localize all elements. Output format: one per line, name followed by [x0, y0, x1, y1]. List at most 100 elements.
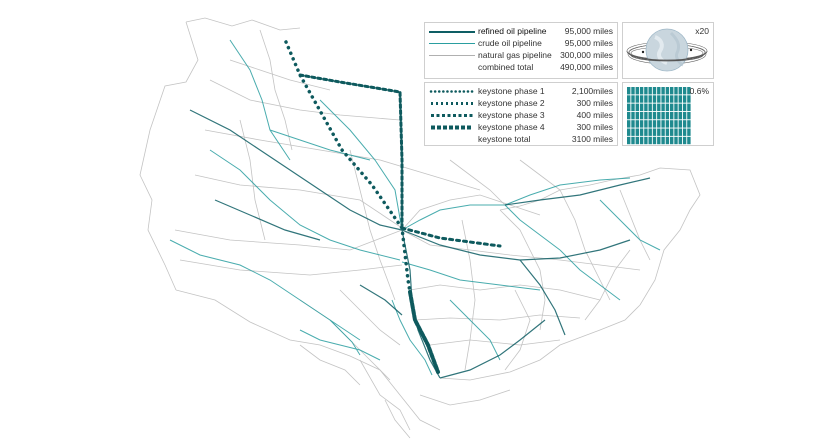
- grid-cell: [631, 111, 635, 120]
- grid-cell: [631, 136, 635, 145]
- grid-cell: [674, 128, 678, 136]
- grid-cell: [639, 111, 644, 120]
- grid-cell: [661, 95, 665, 103]
- grid-cell: [670, 103, 674, 111]
- grid-cell: [648, 103, 652, 111]
- grid-cell: [648, 120, 652, 128]
- grid-cell: [644, 95, 648, 103]
- legend-row-combined: combined total 490,000 miles: [425, 62, 617, 73]
- grid-cell: [682, 87, 687, 95]
- legend-row-crude: crude oil pipeline 95,000 miles: [425, 38, 617, 49]
- grid-cell: [648, 95, 652, 103]
- grid-cell: [674, 136, 678, 145]
- grid-cell: [687, 95, 691, 103]
- gas-swatch: [429, 55, 475, 56]
- legend-value: 400 miles: [576, 110, 613, 120]
- grid-cell: [639, 87, 644, 95]
- legend-value: 3100 miles: [571, 134, 613, 144]
- grid-cell: [657, 128, 661, 136]
- grid-cell: [687, 111, 691, 120]
- grid-cell: [644, 103, 648, 111]
- grid-cell: [682, 136, 687, 145]
- legend-label: keystone total: [478, 134, 531, 144]
- grid-cell: [657, 103, 661, 111]
- grid-cell: [652, 103, 657, 111]
- grid-cell: [661, 103, 665, 111]
- globe-panel: x20: [622, 22, 714, 79]
- keystone-phase-3-route: [298, 73, 404, 230]
- grid-cell: [652, 87, 657, 95]
- grid-cell: [665, 120, 670, 128]
- grid-cell: [644, 87, 648, 95]
- grid-cell: [687, 120, 691, 128]
- grid-cell: [670, 111, 674, 120]
- legend-label: natural gas pipeline: [478, 50, 552, 60]
- grid-cell: [648, 87, 652, 95]
- legend-row-keystone-2: keystone phase 2 300 miles: [425, 98, 617, 109]
- grid-cell: [687, 87, 691, 95]
- legend-row-keystone-3: keystone phase 3 400 miles: [425, 110, 617, 121]
- grid-cell: [631, 120, 635, 128]
- grid-cell: [657, 136, 661, 145]
- grid-cell: [635, 103, 639, 111]
- grid-cell: [639, 136, 644, 145]
- grid-cell: [682, 111, 687, 120]
- grid-cell: [665, 95, 670, 103]
- legend-row-keystone-total: keystone total 3100 miles: [425, 134, 617, 145]
- grid-cell: [687, 128, 691, 136]
- grid-cell: [682, 95, 687, 103]
- legend-row-gas: natural gas pipeline 300,000 miles: [425, 50, 617, 61]
- grid-cell: [678, 95, 682, 103]
- grid-cell: [674, 120, 678, 128]
- grid-cell: [644, 111, 648, 120]
- grid-cell: [665, 136, 670, 145]
- grid-cell: [639, 128, 644, 136]
- legend-row-keystone-4: keystone phase 4 300 miles: [425, 122, 617, 133]
- grid-cell: [631, 95, 635, 103]
- grid-cell: [652, 128, 657, 136]
- grid-cell: [652, 95, 657, 103]
- keystone-phase-2-route: [400, 226, 502, 248]
- globe-multiplier: x20: [695, 26, 709, 36]
- grid-cell: [657, 87, 661, 95]
- legend-row-keystone-1: keystone phase 1 2,100miles: [425, 86, 617, 97]
- globe-icon: [626, 28, 708, 72]
- grid-cell: [678, 136, 682, 145]
- grid-cell: [670, 95, 674, 103]
- grid-cell: [635, 136, 639, 145]
- grid-cell: [635, 111, 639, 120]
- grid-cell: [627, 111, 631, 120]
- grid-cell: [682, 128, 687, 136]
- grid-cell: [674, 111, 678, 120]
- grid-cell: [648, 136, 652, 145]
- grid-cell: [627, 95, 631, 103]
- keystone-phase-1-route: [284, 40, 412, 294]
- grid-cell: [657, 120, 661, 128]
- grid-cell: [678, 120, 682, 128]
- legend-value: 300 miles: [576, 98, 613, 108]
- legend-label: keystone phase 4: [478, 122, 545, 132]
- grid-cell: [635, 87, 639, 95]
- keystone-phase-4-route: [408, 290, 440, 374]
- percentage-panel: 0.6%: [622, 82, 714, 146]
- grid-cell: [674, 87, 678, 95]
- percentage-grid: [627, 87, 691, 145]
- grid-cell: [644, 120, 648, 128]
- grid-cell: [631, 103, 635, 111]
- grid-cell: [631, 87, 635, 95]
- grid-cell: [674, 103, 678, 111]
- keystone-phase-3-swatch: [431, 114, 473, 117]
- legend-value: 95,000 miles: [564, 38, 613, 48]
- grid-cell: [687, 136, 691, 145]
- grid-cell: [644, 128, 648, 136]
- keystone-pipeline: [284, 40, 502, 374]
- legend-value: 300 miles: [576, 122, 613, 132]
- grid-cell: [639, 95, 644, 103]
- legend-label: combined total: [478, 62, 534, 72]
- percentage-value: 0.6%: [689, 86, 709, 96]
- crude-oil-network: [169, 39, 661, 376]
- grid-cell: [652, 136, 657, 145]
- grid-cell: [627, 128, 631, 136]
- grid-cell: [665, 111, 670, 120]
